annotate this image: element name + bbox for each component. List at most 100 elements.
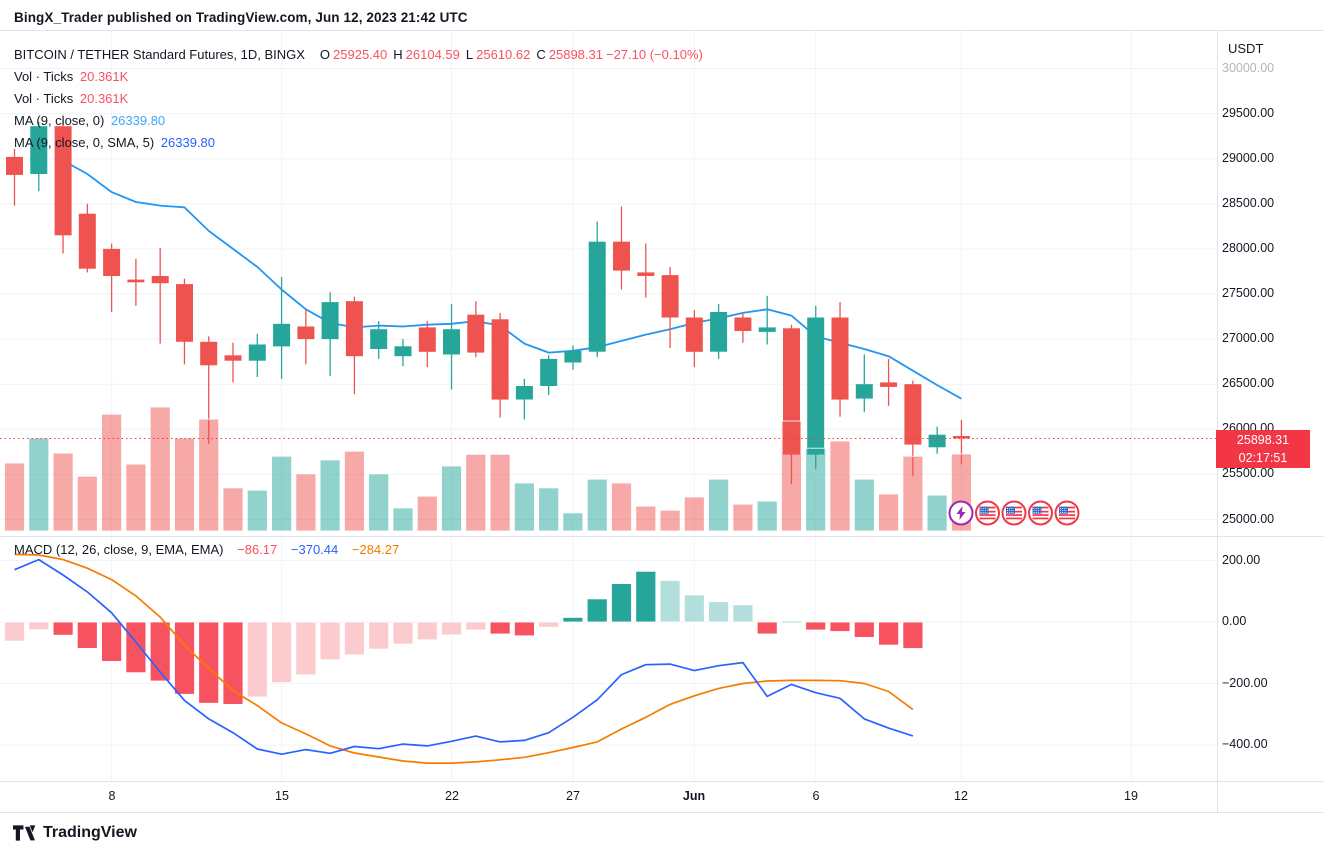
- candle: [54, 119, 72, 254]
- candle: [710, 303, 728, 359]
- macd-hist-bar: [246, 621, 268, 698]
- symbol-legend: BITCOIN / TETHER Standard Futures, 1D, B…: [14, 47, 703, 62]
- candle: [443, 303, 460, 390]
- candle: [928, 426, 946, 454]
- macd-hist-bar: [878, 621, 899, 646]
- price-axis-label: 29000.00: [1222, 151, 1275, 165]
- volume-bar: [683, 496, 705, 532]
- price-axis-label: 25000.00: [1222, 512, 1275, 526]
- candle: [78, 203, 96, 273]
- volume-label: Vol · Ticks: [14, 69, 74, 84]
- macd-hist-bar: [198, 621, 220, 704]
- price-axis-label: 27000.00: [1222, 331, 1275, 345]
- macd-hist-bar: [343, 621, 365, 656]
- us-flag-event-icon[interactable]: [975, 500, 1000, 526]
- volume-bar: [392, 507, 414, 532]
- candle: [418, 321, 436, 368]
- volume-bar: [295, 473, 317, 532]
- candle: [103, 243, 121, 312]
- tradingview-brand-text: TradingView: [43, 824, 137, 841]
- high-key: H: [393, 47, 403, 62]
- candle: [370, 321, 388, 359]
- price-axis-label: 26500.00: [1222, 376, 1275, 390]
- macd-signal-value: −284.27: [351, 542, 400, 557]
- time-axis-label: Jun: [682, 789, 706, 803]
- macd-hist-bar: [392, 621, 414, 645]
- time-axis-label: 8: [108, 789, 116, 803]
- open-value: 25925.40: [333, 47, 388, 62]
- ma-value: 26339.80: [110, 113, 166, 128]
- low-key: L: [465, 47, 474, 62]
- candle: [176, 278, 193, 365]
- ma-legend-row-2: MA (9, close, 0, SMA, 5) 26339.80: [14, 135, 215, 150]
- volume-label: Vol · Ticks: [14, 91, 74, 106]
- candle: [855, 354, 873, 413]
- volume-bar: [732, 503, 754, 532]
- price-axis-label: 28000.00: [1222, 241, 1275, 255]
- candle: [491, 312, 509, 418]
- volume-bar: [52, 452, 74, 532]
- ma-value: 26339.80: [160, 135, 216, 150]
- volume-value: 20.361K: [79, 91, 129, 106]
- macd-hist-bar: [611, 583, 632, 623]
- candle: [564, 345, 582, 370]
- candle: [807, 305, 825, 469]
- macd-hist-bar: [562, 617, 584, 623]
- macd-hist-bar: [222, 621, 244, 705]
- volume-bar: [125, 463, 147, 532]
- candle: [224, 342, 242, 383]
- volume-bar: [514, 482, 535, 532]
- volume-bar: [222, 487, 244, 532]
- macd-hist-bar: [756, 621, 778, 635]
- candle: [127, 258, 145, 306]
- volume-bar: [343, 450, 365, 532]
- us-flag-event-icon[interactable]: [1028, 500, 1053, 526]
- macd-hist-bar: [781, 621, 802, 624]
- candle: [273, 276, 291, 379]
- candle: [345, 296, 363, 395]
- price-axis-label: 28500.00: [1222, 196, 1275, 210]
- candle: [831, 302, 849, 417]
- change-value: −27.10 (−0.10%): [605, 47, 703, 62]
- volume-bar: [611, 482, 632, 532]
- macd-hist-bar: [732, 604, 754, 623]
- volume-bar: [198, 418, 220, 532]
- macd-axis-label: −200.00: [1222, 676, 1268, 690]
- macd-signal-line: [14, 553, 914, 764]
- macd-hist-bar: [101, 621, 122, 662]
- macd-axis-label: −400.00: [1222, 737, 1268, 751]
- volume-bar: [878, 493, 899, 532]
- candle: [588, 221, 606, 358]
- macd-hist-bar: [52, 621, 74, 636]
- volume-bar: [829, 440, 851, 532]
- ma-legend-row-1: MA (9, close, 0) 26339.80: [14, 113, 165, 128]
- macd-hist-bar: [586, 598, 608, 623]
- time-axis-label: 19: [1124, 789, 1138, 803]
- volume-legend-row-1: Vol · Ticks 20.361K: [14, 69, 128, 84]
- symbol-title: BITCOIN / TETHER Standard Futures, 1D, B…: [14, 47, 305, 62]
- candle: [394, 339, 412, 367]
- candle: [467, 301, 485, 358]
- ma-label: MA (9, close, 0): [14, 113, 105, 128]
- ohlc-values: O 25925.40 H 26104.59 L 25610.62 C 25898.31 −27.…: [314, 47, 703, 62]
- tradingview-footer[interactable]: TradingView: [13, 824, 137, 842]
- macd-hist-bar: [829, 621, 851, 632]
- volume-bar: [416, 495, 438, 532]
- lightning-event-icon[interactable]: [948, 500, 974, 526]
- macd-main-line: [14, 558, 914, 756]
- candle: [540, 355, 558, 395]
- time-axis-label: 15: [275, 789, 289, 803]
- us-flag-event-icon[interactable]: [1001, 500, 1027, 526]
- candle: [637, 243, 655, 298]
- macd-hist-bar: [708, 601, 729, 623]
- volume-bar: [586, 478, 608, 532]
- macd-hist-bar: [319, 621, 341, 661]
- candle: [30, 121, 48, 192]
- macd-label: MACD (12, 26, close, 9, EMA, EMA): [14, 542, 224, 557]
- volume-bar: [635, 505, 657, 532]
- volume-bar: [76, 475, 98, 532]
- candle: [297, 309, 315, 365]
- macd-hist-bar: [295, 621, 317, 676]
- us-flag-event-icon[interactable]: [1054, 500, 1080, 526]
